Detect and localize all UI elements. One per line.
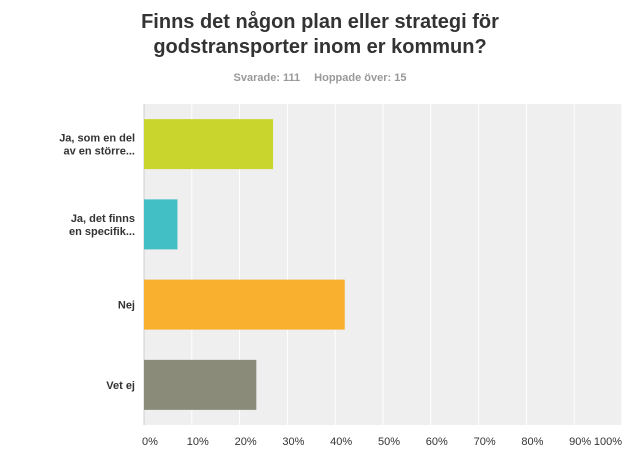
- x-tick-label: 20%: [235, 436, 257, 448]
- category-label: Ja, det finns: [71, 213, 135, 225]
- category-label: Nej: [118, 300, 135, 312]
- x-tick-label: 80%: [521, 436, 543, 448]
- response-stats: Svarade: 111 Hoppade över: 15: [0, 72, 640, 84]
- x-tick-label: 40%: [330, 436, 352, 448]
- x-tick-label: 100%: [594, 436, 622, 448]
- bar: [144, 359, 257, 410]
- chart-title-line-2: godstransporter inom er kommun?: [153, 36, 487, 58]
- skipped-count: Hoppade över: 15: [314, 72, 407, 84]
- x-tick-label: 90%: [569, 436, 591, 448]
- x-tick-label: 10%: [187, 436, 209, 448]
- chart-title-line-1: Finns det någon plan eller strategi för: [141, 11, 499, 33]
- x-tick-label: 0%: [142, 436, 158, 448]
- bar: [144, 279, 345, 330]
- x-tick-label: 50%: [378, 436, 400, 448]
- category-label: Vet ej: [106, 380, 135, 392]
- answered-count: Svarade: 111: [233, 72, 301, 84]
- category-label: en specifik...: [69, 226, 135, 238]
- bar: [144, 119, 274, 170]
- category-label: Ja, som en del: [59, 133, 135, 145]
- category-label: av en större...: [63, 146, 135, 158]
- x-tick-label: 70%: [474, 436, 496, 448]
- bar: [144, 199, 178, 250]
- x-tick-label: 60%: [426, 436, 448, 448]
- chart-title: Finns det någon plan eller strategi för …: [0, 10, 640, 60]
- x-tick-label: 30%: [282, 436, 304, 448]
